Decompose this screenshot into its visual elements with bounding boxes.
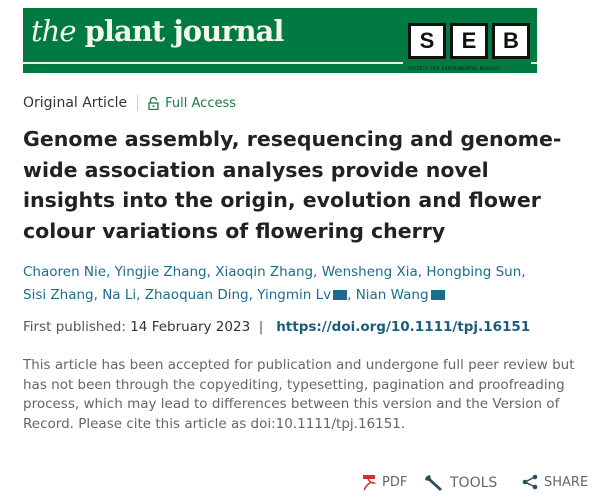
share-button[interactable]: SHARE	[522, 474, 588, 490]
journal-banner[interactable]: the plant journal S E B SOCIETY FOR EXPE…	[23, 8, 537, 73]
access-label: Full Access	[165, 95, 237, 111]
divider	[23, 62, 403, 64]
seb-logo[interactable]: S E B	[408, 23, 530, 59]
seb-letter: B	[492, 23, 530, 59]
full-access-badge: Full Access	[148, 96, 236, 111]
author-link[interactable]: Zhaoquan Ding	[144, 287, 249, 303]
author-link[interactable]: Hongbing Sun	[426, 264, 522, 280]
email-icon[interactable]	[430, 290, 445, 300]
article-type: Original Article	[23, 95, 128, 111]
author-link[interactable]: Chaoren Nie	[23, 264, 107, 280]
seb-subtitle: SOCIETY FOR EXPERIMENTAL BIOLOGY	[408, 66, 502, 71]
author-link[interactable]: Sisi Zhang	[23, 287, 94, 303]
article-title: Genome assembly, resequencing and genome…	[23, 127, 562, 243]
author-link[interactable]: Yingjie Zhang	[114, 264, 207, 280]
share-icon	[522, 474, 538, 490]
journal-title: the plant journal	[31, 14, 284, 48]
lock-open-icon	[148, 96, 159, 110]
divider	[137, 95, 139, 111]
email-icon[interactable]	[333, 290, 348, 300]
doi-link[interactable]: https://doi.org/10.1111/tpj.16151	[276, 319, 531, 335]
published-label: First published:	[23, 319, 126, 335]
author-link[interactable]: Nian Wang	[355, 287, 429, 303]
tools-label: TOOLS	[450, 475, 498, 491]
author-link[interactable]: Xiaoqin Zhang	[215, 264, 314, 280]
pdf-button[interactable]: PDF	[362, 474, 407, 491]
published-date: 14 February 2023	[130, 319, 251, 335]
author-list: Chaoren Nie, Yingjie Zhang, Xiaoqin Zhan…	[23, 264, 526, 303]
author-link[interactable]: Na Li	[102, 287, 137, 303]
publication-info: First published: 14 February 2023 | http…	[23, 319, 531, 335]
seb-letter: S	[408, 23, 446, 59]
divider	[531, 62, 537, 64]
wrench-icon	[425, 475, 442, 491]
author-link[interactable]: Wensheng Xia	[321, 264, 418, 280]
pdf-label: PDF	[382, 475, 408, 490]
share-label: SHARE	[544, 474, 589, 490]
article-meta: Original Article Full Access	[23, 95, 236, 111]
tools-button[interactable]: TOOLS	[424, 474, 497, 492]
pdf-icon	[363, 475, 376, 491]
accepted-notice: This article has been accepted for publi…	[23, 357, 575, 432]
author-link[interactable]: Yingmin Lv	[257, 287, 332, 303]
seb-letter: E	[450, 23, 488, 59]
